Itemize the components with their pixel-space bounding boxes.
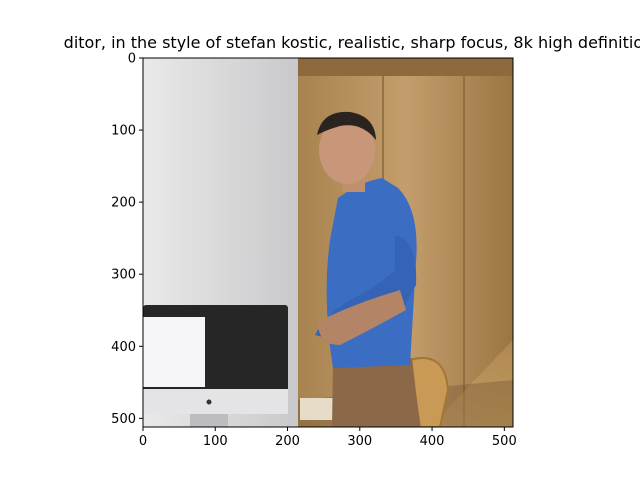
y-tick-label: 400 <box>111 340 136 355</box>
man-hair <box>317 111 376 140</box>
y-tick-label: 300 <box>111 268 136 283</box>
axes-frame <box>142 57 514 428</box>
side-table <box>300 398 340 420</box>
x-tick-label: 500 <box>492 434 517 449</box>
y-tick-label: 0 <box>128 52 136 67</box>
chart-title: ditor, in the style of stefan kostic, re… <box>63 33 640 52</box>
x-axis: 0 100 200 300 400 500 <box>139 427 517 449</box>
x-tick-label: 100 <box>203 434 228 449</box>
y-axis: 0 100 200 300 400 500 <box>111 52 143 427</box>
monitor-logo <box>206 399 212 405</box>
x-tick-label: 0 <box>139 434 147 449</box>
monitor-screen <box>143 317 205 387</box>
photo-image <box>143 58 513 427</box>
monitor-stand <box>190 414 228 427</box>
y-tick-label: 500 <box>111 412 136 427</box>
monitor-chin <box>143 389 288 414</box>
x-tick-label: 200 <box>275 434 300 449</box>
y-tick-label: 200 <box>111 196 136 211</box>
y-tick-label: 100 <box>111 124 136 139</box>
x-tick-label: 300 <box>347 434 372 449</box>
wood-panel-top-trim <box>298 58 513 76</box>
x-tick-label: 400 <box>420 434 445 449</box>
sunlight-patch <box>430 340 513 427</box>
man-head <box>319 116 375 184</box>
wicker-chair <box>408 357 450 427</box>
man-forearm <box>318 290 406 345</box>
man-pants <box>332 358 420 427</box>
